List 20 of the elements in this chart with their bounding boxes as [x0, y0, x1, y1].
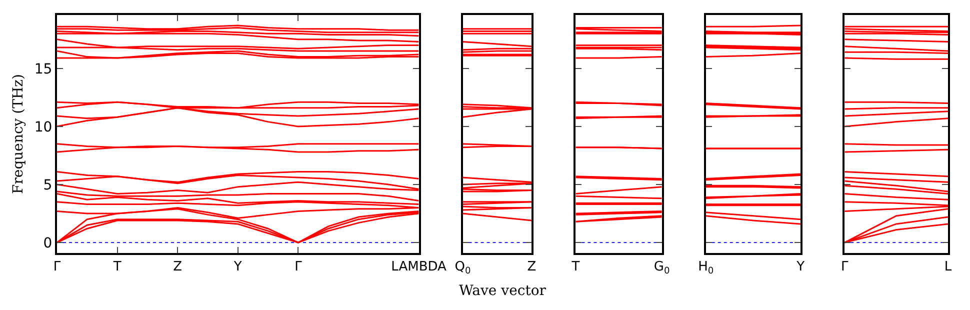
x-tick-label: Q$_{0}$: [454, 260, 472, 276]
x-tick-label: Γ: [841, 260, 849, 275]
x-tick-label: LAMBDA: [391, 260, 447, 275]
x-tick-label: T: [112, 260, 122, 275]
y-tick-label: 5: [43, 177, 52, 194]
y-axis-title: Frequency (THz): [10, 74, 26, 194]
x-tick-label: L: [944, 260, 952, 275]
x-tick-label: Z: [173, 260, 182, 275]
y-tick-label: 0: [43, 235, 52, 252]
y-tick-label: 15: [34, 61, 52, 78]
x-tick-label: G$_{0}$: [654, 260, 670, 276]
x-tick-label: Y: [232, 260, 242, 275]
x-tick-label: Y: [796, 260, 805, 275]
x-tick-label: Γ: [294, 260, 303, 275]
x-axis-title: Wave vector: [459, 283, 546, 299]
x-tick-label: H$_{0}$: [698, 260, 714, 276]
x-tick-label: Γ: [53, 260, 62, 275]
x-tick-label: Z: [527, 260, 536, 275]
x-tick-label: T: [570, 260, 580, 275]
y-tick-label: 10: [34, 119, 52, 136]
